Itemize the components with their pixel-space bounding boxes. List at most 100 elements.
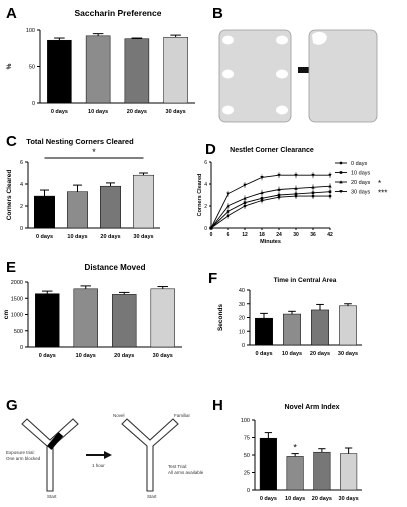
bar bbox=[163, 37, 188, 104]
legend-label: 0 days bbox=[351, 161, 367, 167]
panel-label-e: E bbox=[6, 259, 16, 276]
chart-saccharin-preference: Saccharin Preference 0 50 100% 0 days 10 days… bbox=[6, 8, 195, 115]
start-label-test: Start bbox=[147, 494, 157, 499]
series-point bbox=[277, 193, 281, 197]
y-tick-label: 50 bbox=[244, 453, 250, 459]
bar bbox=[340, 453, 358, 491]
y-axis-label: Corners Cleared bbox=[197, 174, 203, 217]
panel-label-g: G bbox=[6, 397, 18, 414]
y-tick-label: 6 bbox=[20, 160, 23, 166]
nest-corner-patch bbox=[276, 69, 288, 79]
x-tick-label: 30 days bbox=[338, 351, 358, 357]
x-tick-label: 20 days bbox=[127, 109, 147, 115]
bar bbox=[286, 456, 304, 491]
x-tick-label: 0 days bbox=[36, 234, 53, 240]
significance-mark: * bbox=[92, 147, 96, 157]
x-tick-label: 20 days bbox=[114, 353, 134, 359]
nest-schematic bbox=[218, 29, 378, 123]
y-tick-label: 40 bbox=[239, 288, 245, 294]
y-axis-label: % bbox=[6, 63, 13, 69]
arrow-icon bbox=[86, 451, 112, 459]
bar bbox=[34, 195, 55, 229]
bar bbox=[67, 191, 88, 229]
y-maze-schematic: Exposure trial: One arm blocked Start 1 … bbox=[6, 413, 204, 499]
x-tick-label: 24 bbox=[276, 232, 282, 238]
series-point bbox=[226, 192, 230, 196]
y-tick-label: 100 bbox=[241, 418, 250, 424]
panel-label-c: C bbox=[6, 133, 17, 150]
series-point bbox=[243, 204, 247, 208]
x-tick-label: 0 days bbox=[51, 109, 68, 115]
bar bbox=[259, 437, 277, 491]
legend-significance: * bbox=[378, 179, 381, 188]
series-point bbox=[209, 226, 213, 230]
chart-nesting-corners: Total Nesting Corners Cleared 0 2 4 6 Corners… bbox=[6, 137, 160, 240]
y-tick-label: 0 bbox=[247, 488, 250, 494]
series-point bbox=[260, 176, 264, 180]
y-tick-label: 2000 bbox=[11, 280, 23, 286]
start-label-exposure: Start bbox=[47, 494, 57, 499]
chart-title: Novel Arm Index bbox=[285, 404, 340, 411]
bar bbox=[73, 288, 98, 348]
y-tick-label: 50 bbox=[29, 65, 35, 71]
legend-marker bbox=[339, 161, 343, 165]
y-tick-label: 30 bbox=[239, 302, 245, 308]
x-tick-label: 10 days bbox=[76, 353, 96, 359]
bar bbox=[100, 185, 121, 229]
y-tick-label: 0 bbox=[20, 226, 23, 232]
legend-marker bbox=[339, 180, 343, 184]
nest-corner-patch bbox=[222, 69, 234, 79]
y-tick-label: 1000 bbox=[11, 313, 23, 319]
y-axis-label: Seconds bbox=[217, 304, 224, 331]
y-tick-label: 0 bbox=[242, 343, 245, 349]
y-tick-label: 0 bbox=[32, 101, 35, 107]
series-point bbox=[311, 194, 315, 198]
series-point bbox=[226, 214, 230, 218]
nest-cleared-corner bbox=[312, 31, 327, 45]
x-tick-label: 10 days bbox=[282, 351, 302, 357]
y-tick-label: 100 bbox=[26, 28, 35, 34]
series-point bbox=[243, 196, 247, 200]
y-tick-label: 1500 bbox=[11, 296, 23, 302]
bar bbox=[313, 451, 331, 491]
series-point bbox=[226, 204, 230, 208]
x-tick-label: 12 bbox=[242, 232, 248, 238]
series-point bbox=[294, 192, 298, 196]
panel-label-f: F bbox=[208, 270, 217, 287]
series-point bbox=[243, 183, 247, 187]
x-axis-label: Minutes bbox=[260, 239, 281, 245]
chart-novel-arm-index: Novel Arm Index 0 25 50 75 100 0 days 10 days 20… bbox=[241, 404, 362, 502]
series-point bbox=[260, 197, 264, 200]
series-point bbox=[294, 186, 298, 190]
series-line bbox=[210, 195, 330, 229]
x-tick-label: 0 days bbox=[260, 496, 277, 502]
delay-label: 1 hour bbox=[92, 463, 105, 468]
nest-corner-patch bbox=[222, 35, 234, 45]
series-point bbox=[277, 173, 281, 177]
panel-label-a: A bbox=[6, 5, 17, 22]
bar bbox=[35, 293, 60, 348]
x-tick-label: 20 days bbox=[312, 496, 332, 502]
series-line bbox=[210, 174, 330, 229]
chart-title: Saccharin Preference bbox=[75, 8, 162, 18]
y-tick-label: 4 bbox=[20, 182, 23, 188]
bar bbox=[47, 39, 72, 104]
series-point bbox=[328, 190, 332, 193]
bar bbox=[339, 305, 357, 346]
legend-label: 30 days bbox=[351, 190, 371, 196]
bar bbox=[85, 35, 111, 104]
series-point bbox=[311, 173, 315, 177]
series-line bbox=[210, 191, 331, 229]
x-tick-label: 20 days bbox=[100, 234, 120, 240]
legend-significance: *** bbox=[378, 189, 387, 198]
y-tick-label: 75 bbox=[244, 436, 250, 442]
exposure-trial-label: Exposure trial: bbox=[6, 450, 35, 455]
novel-arm-label: Novel bbox=[113, 413, 125, 418]
x-tick-label: 0 days bbox=[39, 353, 56, 359]
maze-test bbox=[121, 418, 179, 492]
bar bbox=[311, 309, 329, 346]
x-tick-label: 10 days bbox=[285, 496, 305, 502]
nest-cage-after bbox=[308, 29, 378, 123]
series-point bbox=[226, 210, 230, 213]
series-point bbox=[328, 194, 332, 198]
